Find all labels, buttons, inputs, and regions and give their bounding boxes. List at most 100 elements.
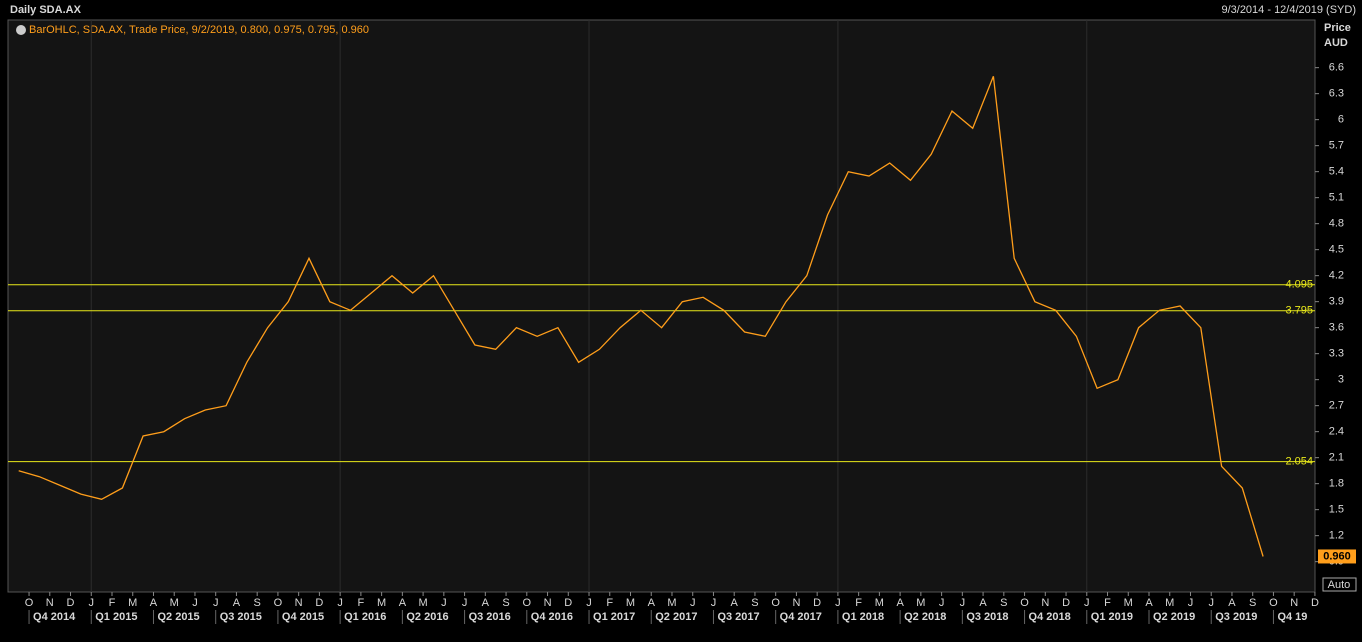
x-tick-label: A	[979, 597, 987, 609]
x-tick-label: A	[731, 597, 739, 609]
quarter-label: Q3 2015	[220, 611, 262, 623]
quarter-label: Q2 2017	[655, 611, 697, 623]
y-tick-label: 3.3	[1329, 348, 1344, 360]
x-tick-label: F	[1104, 597, 1111, 609]
x-tick-label: F	[109, 597, 116, 609]
y-axis-unit: AUD	[1324, 37, 1348, 49]
x-tick-label: M	[170, 597, 179, 609]
quarter-label: Q4 2016	[531, 611, 573, 623]
x-tick-label: M	[377, 597, 386, 609]
x-tick-label: J	[462, 597, 468, 609]
x-tick-label: S	[1000, 597, 1007, 609]
quarter-label: Q3 2017	[717, 611, 759, 623]
x-tick-label: A	[482, 597, 490, 609]
y-tick-label: 2.1	[1329, 452, 1344, 464]
reference-label: 2.054	[1285, 456, 1313, 468]
quarter-label: Q1 2015	[95, 611, 137, 623]
x-tick-label: A	[896, 597, 904, 609]
chart-title: Daily SDA.AX	[10, 4, 82, 16]
y-tick-label: 4.8	[1329, 218, 1344, 230]
legend: BarOHLC, SDA.AX, Trade Price, 9/2/2019, …	[29, 24, 369, 36]
y-tick-label: 3.9	[1329, 296, 1344, 308]
x-tick-label: S	[502, 597, 509, 609]
x-tick-label: D	[1062, 597, 1070, 609]
x-tick-label: F	[606, 597, 613, 609]
x-tick-label: A	[1228, 597, 1236, 609]
x-tick-label: D	[67, 597, 75, 609]
y-tick-label: 4.2	[1329, 270, 1344, 282]
x-tick-label: S	[254, 597, 261, 609]
x-tick-label: J	[192, 597, 198, 609]
quarter-label: Q4 2017	[780, 611, 822, 623]
quarter-label: Q1 2019	[1091, 611, 1133, 623]
x-tick-label: D	[564, 597, 572, 609]
y-tick-label: 1.2	[1329, 530, 1344, 542]
date-range: 9/3/2014 - 12/4/2019 (SYD)	[1221, 4, 1356, 16]
y-tick-label: 5.1	[1329, 192, 1344, 204]
x-tick-label: N	[1290, 597, 1298, 609]
x-tick-label: O	[274, 597, 283, 609]
x-tick-label: M	[667, 597, 676, 609]
quarter-label: Q4 19	[1277, 611, 1307, 623]
x-tick-label: J	[939, 597, 945, 609]
y-tick-label: 5.4	[1329, 166, 1344, 178]
last-price-label: 0.960	[1323, 550, 1351, 562]
x-tick-label: O	[523, 597, 532, 609]
x-tick-label: N	[46, 597, 54, 609]
x-tick-label: F	[358, 597, 365, 609]
x-tick-label: O	[1020, 597, 1029, 609]
y-tick-label: 3	[1338, 374, 1344, 386]
quarter-label: Q4 2015	[282, 611, 324, 623]
x-tick-label: S	[1249, 597, 1256, 609]
last-price-box	[1318, 549, 1356, 564]
x-tick-label: J	[586, 597, 592, 609]
x-tick-label: A	[233, 597, 241, 609]
x-tick-label: M	[1165, 597, 1174, 609]
legend-icon	[16, 25, 26, 35]
y-axis-label: Price	[1324, 22, 1351, 34]
x-tick-label: J	[1208, 597, 1214, 609]
y-tick-label: 2.4	[1329, 426, 1344, 438]
y-tick-label: 6.3	[1329, 88, 1344, 100]
quarter-label: Q2 2019	[1153, 611, 1195, 623]
x-tick-label: D	[315, 597, 323, 609]
x-tick-label: N	[792, 597, 800, 609]
x-tick-label: J	[1188, 597, 1194, 609]
auto-button-frame[interactable]	[1322, 577, 1357, 592]
quarter-label: Q2 2018	[904, 611, 946, 623]
x-tick-label: S	[751, 597, 758, 609]
x-tick-label: J	[213, 597, 219, 609]
x-tick-label: O	[771, 597, 780, 609]
y-tick-label: 6.6	[1329, 62, 1344, 74]
x-tick-label: N	[295, 597, 303, 609]
x-tick-label: M	[916, 597, 925, 609]
quarter-label: Q2 2015	[157, 611, 199, 623]
x-tick-label: A	[399, 597, 407, 609]
y-tick-label: 5.7	[1329, 140, 1344, 152]
y-tick-label: 3.6	[1329, 322, 1344, 334]
x-tick-label: N	[1041, 597, 1049, 609]
x-tick-label: J	[1084, 597, 1090, 609]
quarter-label: Q3 2018	[966, 611, 1008, 623]
x-tick-label: M	[128, 597, 137, 609]
x-tick-label: M	[875, 597, 884, 609]
quarter-label: Q2 2016	[406, 611, 448, 623]
x-tick-label: J	[960, 597, 966, 609]
x-tick-label: D	[813, 597, 821, 609]
x-tick-label: O	[1269, 597, 1278, 609]
quarter-label: Q1 2017	[593, 611, 635, 623]
x-tick-label: J	[690, 597, 696, 609]
quarter-label: Q1 2018	[842, 611, 884, 623]
x-tick-label: J	[441, 597, 447, 609]
auto-button[interactable]: Auto	[1322, 577, 1357, 592]
auto-button-label[interactable]: Auto	[1328, 579, 1351, 591]
plot-area	[7, 19, 1316, 593]
price-line	[18, 76, 1264, 557]
x-tick-label: F	[855, 597, 862, 609]
x-tick-label: J	[711, 597, 717, 609]
y-tick-label: 6	[1338, 114, 1344, 126]
x-tick-label: A	[1145, 597, 1153, 609]
x-tick-label: M	[419, 597, 428, 609]
x-tick-label: M	[626, 597, 635, 609]
